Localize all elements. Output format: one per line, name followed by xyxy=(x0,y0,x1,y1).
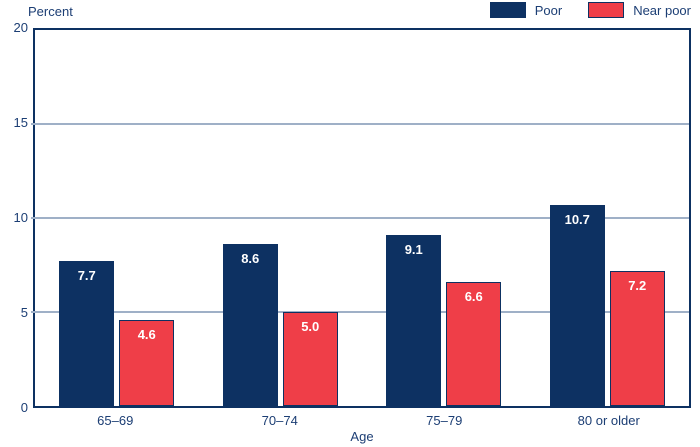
xtick-label-80 or older: 80 or older xyxy=(577,413,640,428)
legend-label-poor: Poor xyxy=(534,2,563,18)
ytick-label-20: 20 xyxy=(13,20,28,35)
xtick-label-70–74: 70–74 xyxy=(261,413,298,428)
x-axis-tick-labels: 65–69 70–74 75–79 80 or older xyxy=(33,413,691,428)
bar-value-label: 9.1 xyxy=(404,241,423,257)
bar-group-80 or older: 10.7 7.2 xyxy=(526,30,690,406)
bar-near-poor-65–69: 4.6 xyxy=(119,319,175,406)
ytick-label-0: 0 xyxy=(20,400,28,415)
ytick-label-5: 5 xyxy=(20,305,28,320)
legend-label-near-poor: Near poor xyxy=(633,2,691,18)
bar-value-label: 8.6 xyxy=(241,251,260,267)
bar-near-poor-80 or older: 7.2 xyxy=(609,270,665,406)
bar-poor-80 or older: 10.7 xyxy=(549,204,605,406)
bar-value-label: 7.2 xyxy=(628,277,647,293)
bar-value-label: 6.6 xyxy=(464,288,483,304)
x-axis-title: Age xyxy=(350,429,374,444)
plot-area: 7.7 4.6 8.6 5.0 9.1 6.6 10.7 7.2 xyxy=(31,28,691,408)
bar-poor-70–74: 8.6 xyxy=(222,244,278,406)
legend-item-near-poor: Near poor xyxy=(588,2,691,18)
bar-poor-75–79: 9.1 xyxy=(386,234,442,406)
bar-group-75–79: 9.1 6.6 xyxy=(362,30,526,406)
y-axis-title: Percent xyxy=(28,4,73,19)
xtick-label-75–79: 75–79 xyxy=(426,413,463,428)
bar-value-label: 10.7 xyxy=(564,211,590,227)
bar-group-70–74: 8.6 5.0 xyxy=(199,30,363,406)
legend-swatch-poor xyxy=(489,2,526,18)
ytick-label-15: 15 xyxy=(13,115,28,130)
ytick-label-10: 10 xyxy=(13,210,28,225)
bar-near-poor-75–79: 6.6 xyxy=(446,281,502,406)
legend-swatch-near-poor xyxy=(588,2,625,18)
bar-near-poor-70–74: 5.0 xyxy=(282,312,338,406)
bar-value-label: 7.7 xyxy=(77,268,96,284)
legend-item-poor: Poor xyxy=(489,2,563,18)
bars: 7.7 4.6 8.6 5.0 9.1 6.6 10.7 7.2 xyxy=(35,30,689,406)
xtick-label-65–69: 65–69 xyxy=(97,413,134,428)
legend: Poor Near poor xyxy=(489,2,691,18)
bar-group-65–69: 7.7 4.6 xyxy=(35,30,199,406)
bar-value-label: 5.0 xyxy=(301,319,320,334)
gridline-5 xyxy=(31,311,689,313)
gridline-10 xyxy=(31,217,689,219)
gridline-15 xyxy=(31,123,689,125)
bar-poor-65–69: 7.7 xyxy=(59,261,115,406)
bar-value-label: 4.6 xyxy=(137,326,156,342)
